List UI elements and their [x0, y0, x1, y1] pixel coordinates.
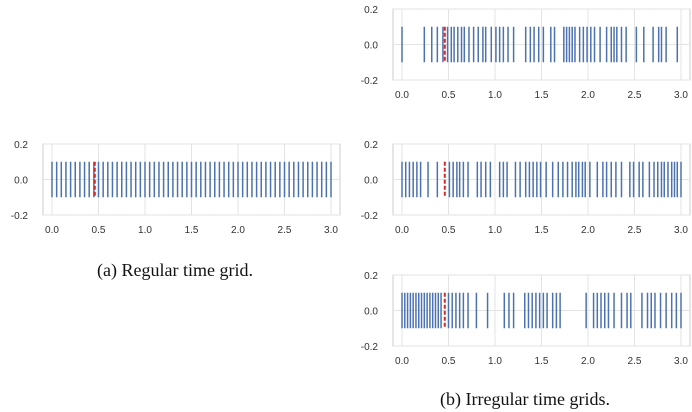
x-tick-label: 2.0	[231, 225, 245, 236]
x-tick-label: 0.0	[395, 225, 409, 236]
x-tick-label: 1.5	[535, 356, 549, 367]
y-tick-label: -0.2	[361, 76, 379, 87]
x-tick-label: 1.0	[488, 356, 502, 367]
x-tick-label: 3.0	[324, 225, 338, 236]
x-tick-label: 3.0	[674, 90, 688, 101]
y-tick-label: 0.0	[14, 176, 28, 187]
x-tick-label: 1.5	[535, 225, 549, 236]
x-tick-label: 2.5	[628, 356, 642, 367]
y-tick-label: 0.0	[364, 176, 378, 187]
y-tick-label: 0.0	[364, 307, 378, 318]
x-tick-label: 3.0	[674, 225, 688, 236]
x-tick-label: 1.0	[488, 90, 502, 101]
y-tick-label: 0.2	[14, 140, 28, 151]
y-tick-label: -0.2	[361, 342, 379, 353]
x-tick-label: 1.0	[138, 225, 152, 236]
x-tick-label: 2.0	[581, 225, 595, 236]
x-tick-label: 2.5	[278, 225, 292, 236]
x-tick-label: 0.0	[45, 225, 59, 236]
y-tick-label: 0.0	[364, 41, 378, 52]
plot-panel-b3: 0.0 0.5 1.0 1.5 2.0 2.5 3.0 0.2 0.0 -0.2	[361, 271, 691, 367]
x-tick-label: 0.0	[395, 90, 409, 101]
x-tick-label: 0.0	[395, 356, 409, 367]
x-tick-label: 1.5	[185, 225, 199, 236]
caption-regular: (a) Regular time grid.	[97, 260, 253, 281]
x-tick-label: 0.5	[442, 90, 456, 101]
x-tick-label: 0.5	[92, 225, 106, 236]
x-tick-label: 3.0	[674, 356, 688, 367]
x-tick-label: 0.5	[442, 225, 456, 236]
x-tick-label: 1.0	[488, 225, 502, 236]
plot-panel-a: 0.0 0.5 1.0 1.5 2.0 2.5 3.0 0.2 0.0 -0.2	[11, 140, 341, 236]
y-tick-label: 0.2	[364, 271, 378, 282]
x-tick-label: 2.5	[628, 90, 642, 101]
x-tick-label: 2.0	[581, 356, 595, 367]
plot-panel-b1: 0.0 0.5 1.0 1.5 2.0 2.5 3.0 0.2 0.0 -0.2	[361, 5, 691, 101]
y-tick-label: 0.2	[364, 5, 378, 16]
y-tick-label: 0.2	[364, 140, 378, 151]
x-tick-label: 2.0	[581, 90, 595, 101]
y-tick-label: -0.2	[11, 211, 29, 222]
y-tick-label: -0.2	[361, 211, 379, 222]
caption-irregular: (b) Irregular time grids.	[440, 389, 610, 410]
x-tick-label: 0.5	[442, 356, 456, 367]
x-tick-label: 2.5	[628, 225, 642, 236]
plot-panel-b2: 0.0 0.5 1.0 1.5 2.0 2.5 3.0 0.2 0.0 -0.2	[361, 140, 691, 236]
x-tick-label: 1.5	[535, 90, 549, 101]
